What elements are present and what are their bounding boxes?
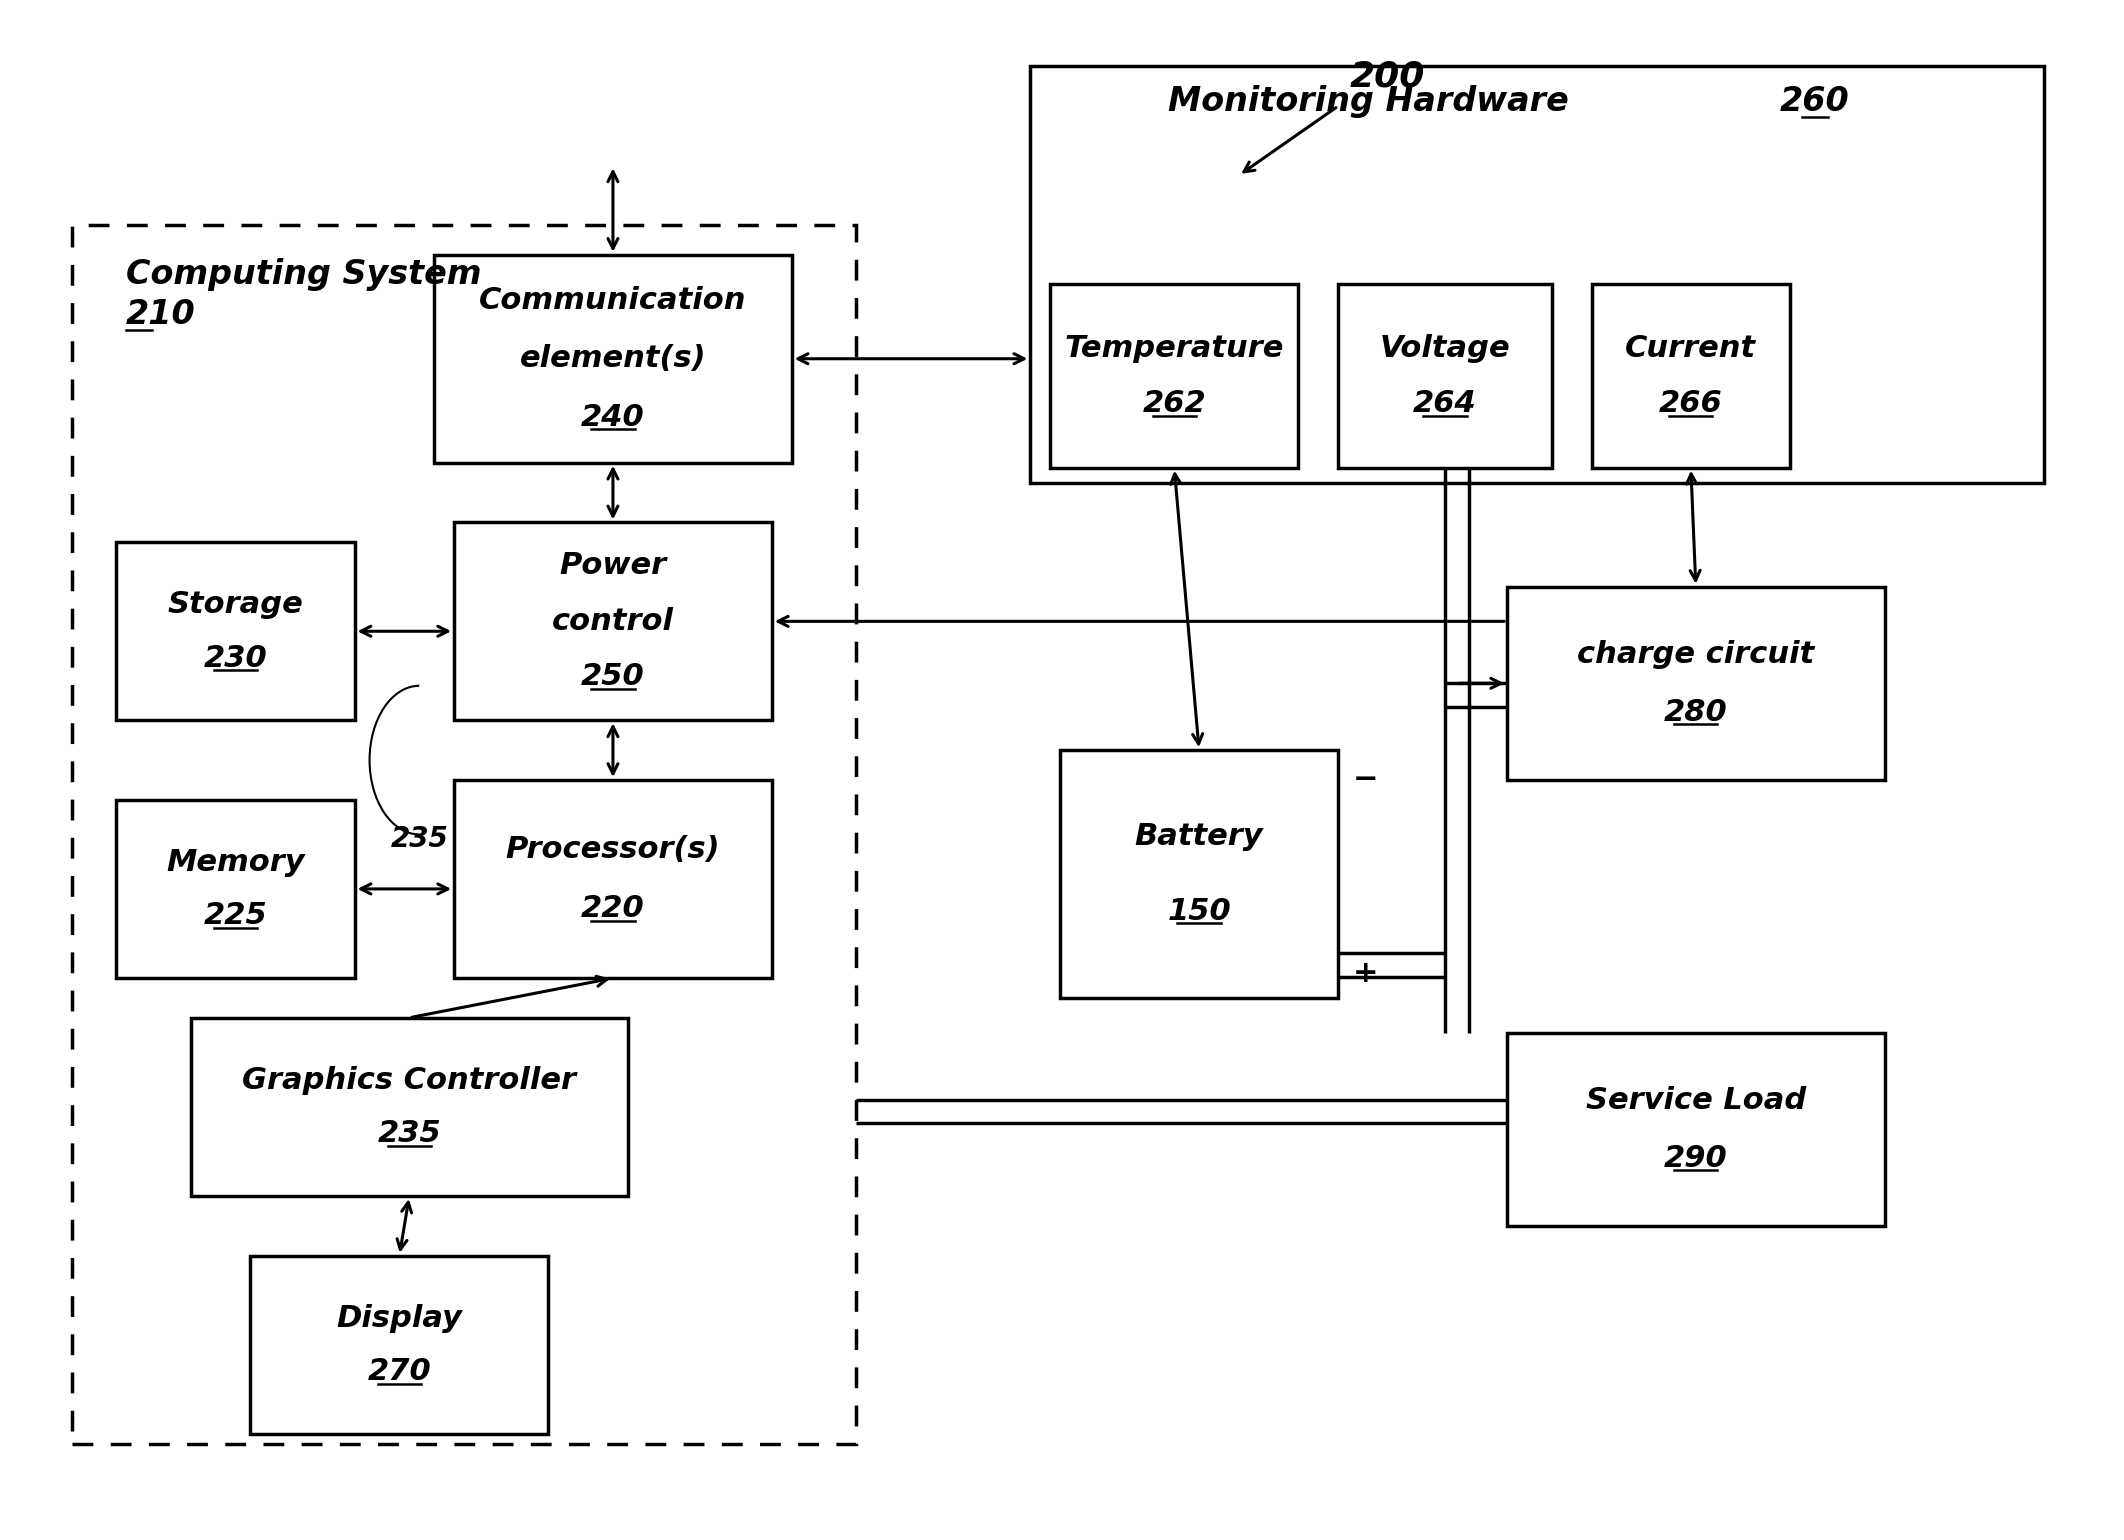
Text: 266: 266	[1659, 390, 1723, 417]
Text: Memory: Memory	[166, 847, 304, 876]
Text: 262: 262	[1143, 390, 1206, 417]
Text: Current: Current	[1625, 334, 1757, 363]
Text: 235: 235	[391, 825, 448, 853]
Text: element(s): element(s)	[520, 345, 707, 373]
Text: Computing System: Computing System	[125, 259, 482, 291]
FancyBboxPatch shape	[433, 254, 792, 464]
FancyBboxPatch shape	[1508, 587, 1884, 779]
FancyBboxPatch shape	[191, 1018, 629, 1197]
Text: 290: 290	[1663, 1144, 1727, 1173]
FancyBboxPatch shape	[1338, 285, 1553, 468]
FancyBboxPatch shape	[1591, 285, 1791, 468]
Text: 270: 270	[367, 1357, 431, 1386]
Text: Graphics Controller: Graphics Controller	[242, 1066, 576, 1095]
Text: 264: 264	[1412, 390, 1476, 417]
Text: Processor(s): Processor(s)	[506, 835, 720, 864]
Text: 260: 260	[1780, 85, 1850, 117]
FancyBboxPatch shape	[455, 522, 771, 721]
Text: +: +	[1353, 959, 1378, 987]
Text: 150: 150	[1168, 896, 1232, 926]
FancyBboxPatch shape	[117, 799, 355, 978]
Text: control: control	[552, 607, 673, 636]
Text: charge circuit: charge circuit	[1578, 639, 1814, 668]
Text: 225: 225	[204, 901, 268, 930]
Text: Temperature: Temperature	[1064, 334, 1283, 363]
Text: 210: 210	[125, 297, 195, 331]
FancyBboxPatch shape	[1049, 285, 1298, 468]
Text: Power: Power	[559, 551, 667, 581]
FancyBboxPatch shape	[1030, 66, 2043, 482]
FancyBboxPatch shape	[1508, 1033, 1884, 1226]
FancyBboxPatch shape	[1060, 750, 1338, 998]
Text: Battery: Battery	[1134, 822, 1264, 852]
Text: Monitoring Hardware: Monitoring Hardware	[1168, 85, 1568, 117]
Text: Voltage: Voltage	[1381, 334, 1510, 363]
Text: 220: 220	[582, 895, 646, 924]
Text: Display: Display	[336, 1303, 463, 1332]
FancyBboxPatch shape	[455, 779, 771, 978]
Text: Service Load: Service Load	[1587, 1086, 1805, 1115]
Text: 230: 230	[204, 644, 268, 673]
Text: 240: 240	[582, 402, 646, 431]
FancyBboxPatch shape	[117, 542, 355, 721]
Text: −: −	[1353, 765, 1378, 795]
Text: 235: 235	[378, 1120, 442, 1149]
Text: Storage: Storage	[168, 590, 304, 619]
Text: Communication: Communication	[480, 286, 748, 316]
Text: 200: 200	[1351, 60, 1425, 94]
Text: 250: 250	[582, 662, 646, 691]
Text: 280: 280	[1663, 698, 1727, 727]
FancyBboxPatch shape	[251, 1255, 548, 1434]
